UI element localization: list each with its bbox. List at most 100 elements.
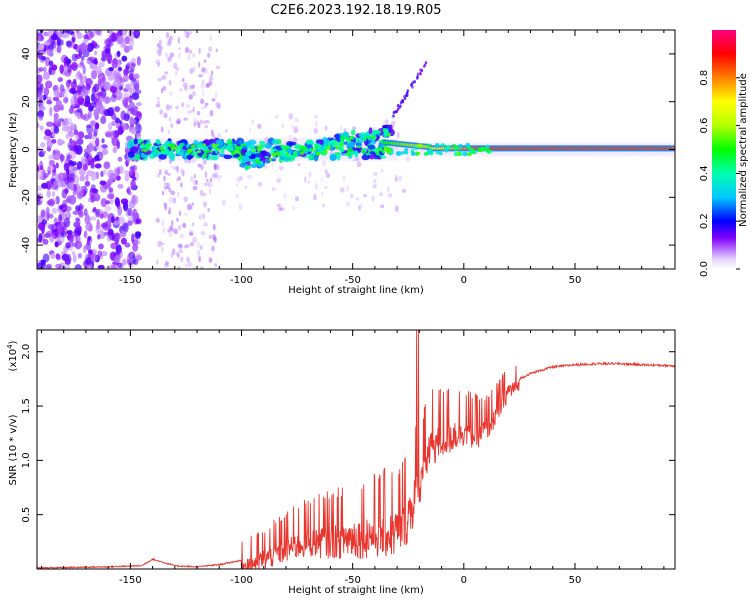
- speckle: [214, 263, 218, 267]
- band-core: [386, 132, 392, 137]
- speckle: [160, 109, 163, 115]
- speckle: [219, 174, 222, 179]
- speckle: [211, 245, 215, 252]
- speckle: [188, 232, 194, 236]
- speckle: [339, 125, 343, 131]
- speckle: [297, 163, 301, 167]
- noise-blob: [105, 39, 113, 46]
- noise-blob: [112, 220, 120, 226]
- speckle: [211, 234, 217, 240]
- noise-blob: [122, 99, 129, 108]
- noise-blob: [70, 95, 77, 106]
- snr-ytick-label: 1.0: [21, 452, 32, 468]
- speckle: [162, 226, 166, 234]
- speckle: [165, 52, 168, 59]
- noise-blob: [109, 173, 117, 181]
- svg-text:(x104): (x104): [6, 340, 19, 371]
- speckle: [201, 79, 205, 85]
- noise-blob: [53, 217, 58, 226]
- line-blob: [401, 151, 406, 155]
- colorbar-tick-label: 0.4: [699, 165, 710, 181]
- noise-blob: [80, 55, 85, 61]
- band-core: [349, 151, 355, 155]
- speckle: [387, 193, 393, 198]
- speckle: [345, 144, 348, 152]
- noise-blob: [95, 208, 103, 216]
- speckle: [315, 120, 318, 128]
- noise-blob: [90, 253, 98, 263]
- noise-blob: [74, 264, 82, 269]
- speckle: [401, 188, 407, 193]
- noise-blob: [98, 230, 104, 235]
- noise-blob: [117, 205, 123, 216]
- speckle: [157, 240, 162, 248]
- noise-blob: [83, 208, 88, 217]
- noise-blob: [118, 216, 125, 225]
- noise-blob: [48, 159, 55, 167]
- band-core: [349, 136, 353, 140]
- speckle: [398, 175, 403, 182]
- line-blob: [438, 151, 443, 156]
- noise-blob: [110, 85, 118, 94]
- extension-blob: [416, 75, 419, 79]
- speckle: [189, 242, 195, 247]
- noise-blob: [108, 187, 114, 193]
- band-clump: [241, 155, 250, 163]
- noise-blob: [117, 66, 123, 72]
- extension-blob: [423, 64, 426, 69]
- band-clump: [247, 139, 257, 146]
- speckle: [208, 257, 213, 263]
- noise-blob: [61, 32, 70, 39]
- band-clump: [182, 145, 187, 150]
- speckle: [183, 33, 188, 38]
- speckle: [372, 178, 377, 184]
- noise-blob: [48, 67, 56, 76]
- band-clump: [293, 144, 303, 150]
- noise-blob: [49, 233, 55, 243]
- speckle: [313, 127, 319, 134]
- noise-blob: [71, 231, 77, 238]
- noise-blob: [82, 163, 88, 171]
- speckle: [235, 193, 240, 198]
- speckle: [188, 31, 193, 35]
- noise-blob: [45, 206, 50, 216]
- speckle: [203, 222, 208, 227]
- line-blob: [456, 151, 461, 157]
- noise-blob: [121, 55, 128, 62]
- noise-blob: [43, 135, 50, 141]
- speckle: [185, 104, 191, 108]
- speckle: [187, 54, 191, 61]
- line-blob: [461, 151, 468, 157]
- speckle: [217, 132, 222, 140]
- noise-blob: [84, 180, 90, 187]
- noise-blob: [92, 206, 97, 212]
- noise-blob: [48, 154, 54, 160]
- noise-blob: [39, 125, 44, 131]
- band-core: [216, 143, 220, 146]
- band-core: [260, 161, 264, 165]
- band-core: [363, 137, 367, 142]
- band-core: [268, 157, 272, 162]
- speckle: [192, 91, 197, 96]
- heatmap-x-label: Height of straight line (km): [288, 285, 424, 296]
- speckle: [157, 77, 162, 82]
- speckle: [288, 113, 293, 120]
- noise-blob: [83, 152, 90, 158]
- noise-blob: [116, 50, 121, 58]
- band-core: [323, 150, 328, 153]
- noise-blob: [128, 103, 133, 109]
- noise-blob: [56, 37, 61, 46]
- noise-blob: [37, 122, 40, 129]
- noise-blob: [53, 89, 61, 98]
- noise-blob: [103, 81, 111, 91]
- band-clump: [306, 139, 313, 146]
- noise-blob: [122, 201, 129, 212]
- noise-blob: [41, 182, 49, 189]
- speckle: [170, 124, 174, 128]
- line-blob: [465, 142, 471, 149]
- speckle: [183, 30, 188, 34]
- band-core: [248, 149, 251, 152]
- noise-blob: [37, 88, 43, 93]
- speckle: [210, 70, 214, 75]
- noise-blob: [43, 66, 47, 74]
